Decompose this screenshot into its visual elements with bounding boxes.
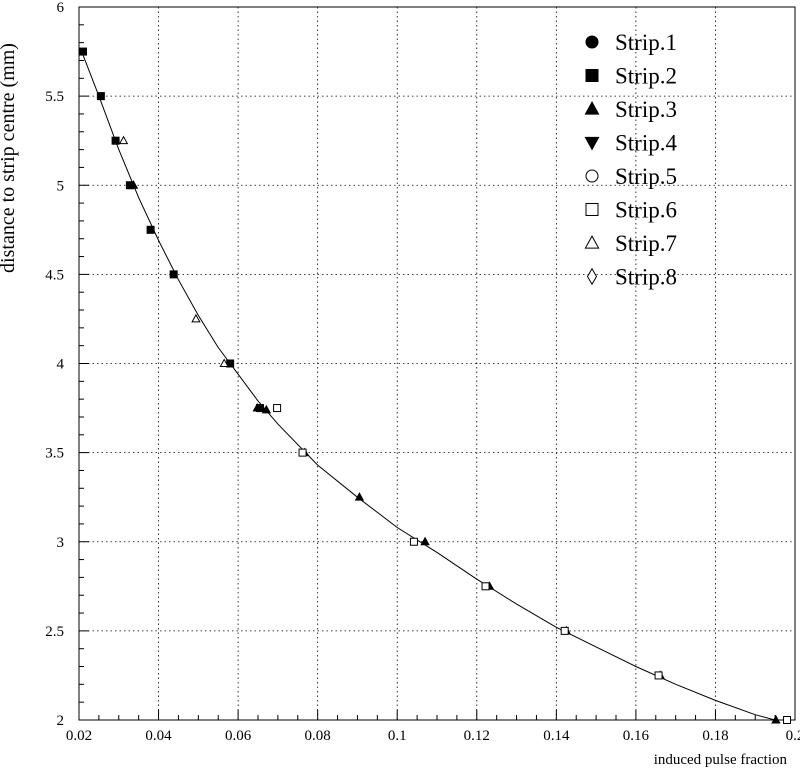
data-point-strip-2 (96, 92, 105, 101)
legend-label: Strip.7 (615, 231, 677, 256)
y-tick-label: 3.5 (45, 446, 64, 462)
data-points (78, 47, 792, 724)
y-tick-labels: 2 2.5 3 3.5 4 4.5 5 5.5 6 (45, 0, 64, 729)
data-point-strip-3 (420, 536, 430, 546)
legend-marker (584, 136, 600, 151)
data-point-strip-3 (354, 492, 365, 501)
x-tick-label: 0.1 (388, 728, 407, 744)
legend-label: Strip.1 (615, 30, 677, 55)
legend: Strip.1 Strip.2 Strip.3 Strip.4 Strip.5 Strip… (584, 30, 677, 290)
x-tick-label: 0.02 (66, 728, 92, 744)
y-tick-label: 2 (57, 713, 65, 729)
y-tick-label: 5 (57, 178, 65, 194)
data-point-strip-6 (654, 671, 663, 680)
x-tick-label: 0.12 (464, 728, 490, 744)
data-point-strip-7 (191, 313, 201, 323)
legend-label: Strip.5 (615, 164, 677, 189)
data-point-strip-2 (146, 225, 155, 234)
legend-marker (585, 169, 599, 183)
x-tick-label: 0.06 (225, 728, 252, 744)
x-tick-label: 0.2 (786, 728, 800, 744)
legend-label: Strip.8 (615, 265, 677, 290)
data-point-strip-3 (261, 404, 272, 414)
x-axis-label: induced pulse fraction (654, 752, 788, 768)
grid (79, 7, 795, 720)
x-tick-labels: 0.02 0.04 0.06 0.08 0.1 0.12 0.14 0.16 0.18 0.2 (66, 728, 800, 744)
x-tick-label: 0.16 (623, 728, 650, 744)
y-tick-label: 4.5 (45, 267, 64, 283)
x-tick-label: 0.08 (305, 728, 331, 744)
legend-marker (585, 203, 599, 216)
data-point-strip-2 (111, 136, 120, 145)
data-point-strip-6 (481, 582, 490, 591)
y-tick-label: 3 (57, 535, 65, 551)
data-point-strip-6 (783, 716, 792, 724)
y-axis-label: distance to strip centre (mm) (0, 43, 19, 273)
legend-marker (585, 35, 599, 49)
y-tick-label: 2.5 (45, 624, 64, 640)
data-point-strip-6 (273, 404, 282, 413)
legend-label: Strip.6 (615, 198, 677, 223)
y-tick-label: 5.5 (45, 89, 64, 105)
legend-label: Strip.3 (615, 97, 677, 122)
data-point-strip-3 (128, 180, 139, 189)
legend-marker (586, 267, 598, 286)
data-point-strip-2 (78, 47, 87, 56)
data-point-strip-6 (409, 537, 418, 546)
y-tick-label: 4 (57, 357, 65, 373)
data-point-strip-6 (560, 626, 569, 635)
data-point-strip-3 (771, 714, 781, 724)
data-point-strip-6 (298, 448, 307, 457)
data-point-strip-7 (219, 358, 229, 367)
x-tick-label: 0.14 (543, 728, 570, 744)
ticks (78, 6, 796, 721)
data-point-strip-2 (169, 270, 178, 279)
x-tick-label: 0.18 (702, 728, 728, 744)
legend-marker (584, 101, 600, 115)
legend-marker (585, 69, 599, 82)
legend-label: Strip.2 (615, 64, 677, 89)
data-point-strip-3 (252, 402, 262, 412)
legend-label: Strip.4 (615, 131, 677, 156)
y-tick-label: 6 (57, 0, 65, 16)
fit-curve (80, 49, 776, 721)
x-tick-label: 0.04 (145, 728, 172, 744)
data-point-strip-7 (118, 135, 129, 145)
legend-marker (584, 235, 600, 249)
